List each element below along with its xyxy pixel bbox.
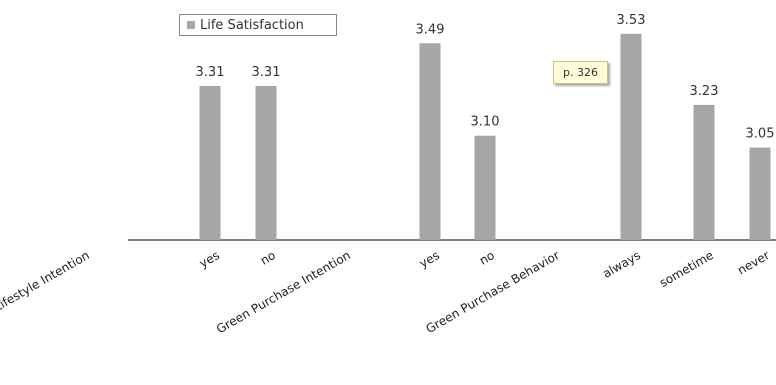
- value-label-1: 3.31: [196, 65, 225, 80]
- value-label-2: 3.31: [252, 65, 281, 80]
- value-label-5: 3.10: [471, 115, 500, 130]
- value-label-4: 3.49: [416, 22, 445, 37]
- tick-label-8: sometime: [657, 248, 716, 290]
- tick-label-3: Green Purchase Intention: [214, 248, 353, 336]
- legend: Life Satisfaction: [179, 14, 337, 36]
- value-label-8: 3.23: [690, 84, 719, 99]
- value-label-9: 3.05: [746, 127, 775, 142]
- bar-yes-1: [199, 85, 221, 240]
- bar-yes-4: [419, 43, 441, 240]
- bar-always-7: [620, 33, 642, 241]
- tick-label-5: no: [477, 248, 497, 268]
- value-label-7: 3.53: [617, 13, 646, 28]
- bar-sometime-8: [693, 104, 715, 240]
- page-note[interactable]: p. 326: [553, 61, 608, 84]
- bar-never-9: [749, 147, 771, 240]
- tick-label-7: always: [600, 248, 643, 281]
- bar-no-5: [474, 135, 496, 240]
- value-labels-group: 3.31 3.31 3.49 3.10 3.53 3.23 3.05: [196, 13, 775, 142]
- legend-swatch: [187, 21, 195, 29]
- legend-label: Life Satisfaction: [200, 17, 304, 33]
- bars-group: [199, 33, 771, 241]
- tick-label-9: never: [735, 248, 772, 277]
- tick-label-1: yes: [197, 248, 222, 270]
- tick-label-4: yes: [417, 248, 442, 270]
- bar-no-2: [255, 85, 277, 240]
- tick-label-0: Green Lifestyle Intention: [0, 248, 92, 334]
- tick-label-2: no: [258, 248, 278, 268]
